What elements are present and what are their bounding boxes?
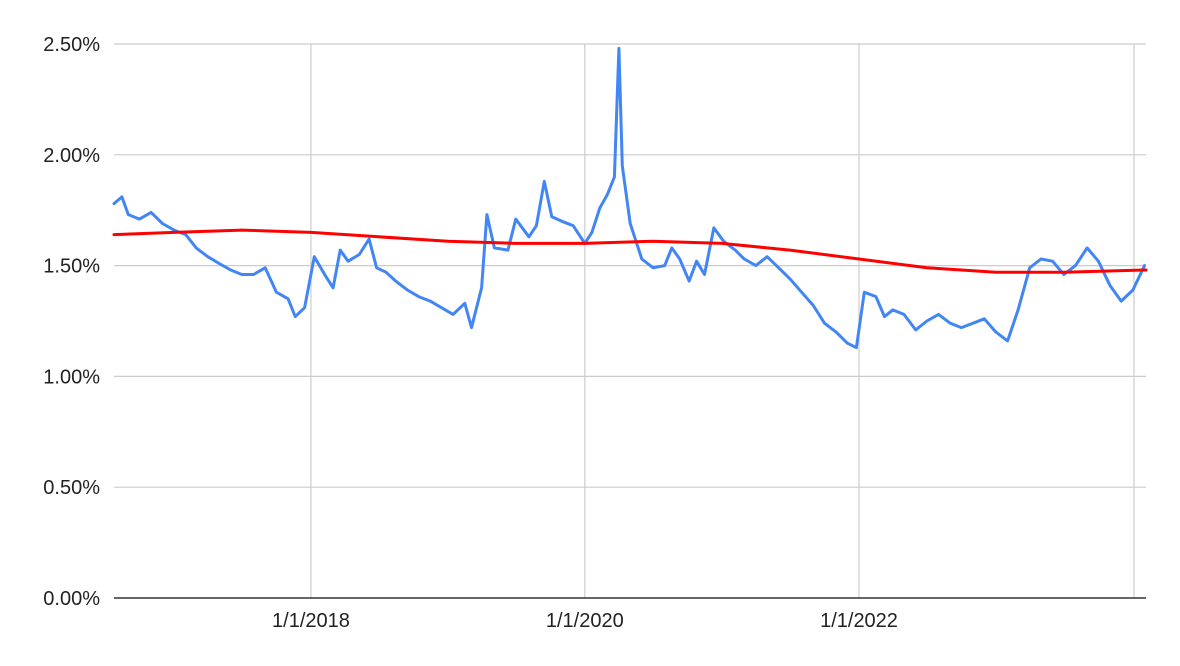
series-line-1	[112, 46, 1146, 350]
x-tick-label: 1/1/2022	[820, 610, 898, 632]
y-tick-label: 2.00%	[43, 145, 100, 167]
x-axis-tick-labels: 1/1/2018 1/1/2020 1/1/2022	[272, 610, 898, 632]
y-tick-label: 1.50%	[43, 256, 100, 278]
horizontal-gridlines	[114, 43, 1146, 488]
vertical-gridlines	[310, 44, 1135, 598]
y-tick-label: 0.00%	[43, 588, 100, 610]
x-tick-label: 1/1/2020	[546, 610, 624, 632]
y-tick-label: 1.00%	[43, 366, 100, 388]
x-tick-label: 1/1/2018	[272, 610, 350, 632]
series-layer	[112, 46, 1148, 350]
series-line-2	[112, 228, 1148, 274]
y-tick-label: 0.50%	[43, 477, 100, 499]
y-axis-tick-labels: 0.00% 0.50% 1.00% 1.50% 2.00% 2.50%	[43, 34, 100, 610]
y-tick-label: 2.50%	[43, 34, 100, 56]
